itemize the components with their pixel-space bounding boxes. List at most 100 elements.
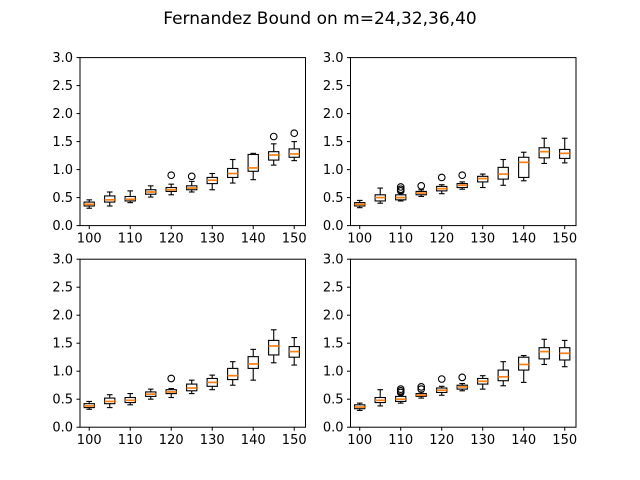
box-145 (538, 338, 550, 366)
y-tick-label: 1.0 (323, 163, 344, 178)
x-tick-label: 110 (388, 433, 413, 448)
x-tick-label: 110 (118, 433, 143, 448)
x-tick-label: 140 (241, 433, 266, 448)
x-tick-label: 120 (429, 433, 454, 448)
y-tick-label: 1.5 (52, 135, 73, 150)
y-tick-label: 3.0 (52, 253, 73, 268)
x-tick-label: 110 (388, 232, 413, 247)
box-105 (104, 191, 116, 207)
box-130 (477, 375, 489, 390)
box-130 (206, 374, 218, 391)
y-tick-label: 2.5 (52, 79, 73, 94)
y-tick-label: 2.0 (52, 107, 73, 122)
x-tick-label: 150 (552, 433, 577, 448)
y-tick-label: 2.5 (323, 281, 344, 296)
figure-title: Fernandez Bound on m=24,32,36,40 (163, 9, 477, 29)
y-tick-label: 1.5 (323, 135, 344, 150)
x-tick-label: 150 (552, 232, 577, 247)
box-105 (104, 394, 116, 409)
x-tick-label: 120 (159, 433, 184, 448)
x-tick-label: 140 (511, 433, 536, 448)
box-150 (288, 337, 300, 366)
box-145 (538, 137, 550, 164)
box-115 (415, 181, 427, 198)
box-135 (227, 158, 239, 184)
y-tick-label: 2.0 (323, 309, 344, 324)
x-tick-label: 100 (77, 433, 102, 448)
x-tick-label: 130 (470, 433, 495, 448)
box-130 (477, 173, 489, 189)
box-120 (436, 173, 448, 195)
box-110 (395, 385, 407, 404)
box-105 (374, 187, 386, 204)
y-tick-label: 1.5 (323, 337, 344, 352)
box-105 (374, 389, 386, 407)
x-tick-label: 120 (159, 232, 184, 247)
box-135 (227, 361, 239, 386)
box-150 (288, 129, 300, 162)
box-100 (354, 199, 366, 209)
y-tick-label: 2.0 (52, 309, 73, 324)
box-110 (124, 393, 136, 406)
y-tick-label: 0.5 (52, 191, 73, 206)
y-tick-label: 0.5 (323, 393, 344, 408)
box-140 (247, 348, 259, 381)
x-tick-label: 100 (77, 232, 102, 247)
box-110 (395, 183, 407, 202)
x-tick-label: 140 (511, 232, 536, 247)
box-100 (83, 199, 95, 209)
x-tick-label: 120 (429, 232, 454, 247)
x-tick-label: 130 (470, 232, 495, 247)
y-tick-label: 1.5 (52, 337, 73, 352)
y-tick-label: 1.0 (323, 365, 344, 380)
y-tick-label: 0.0 (323, 421, 344, 436)
subplot-m32: 0.0 0.5 1.0 1.5 2.0 2.5 3.0 100 110 120 130 140 150 (323, 51, 577, 247)
x-tick-label: 100 (347, 433, 372, 448)
x-tick-label: 110 (118, 232, 143, 247)
x-tick-label: 140 (241, 232, 266, 247)
subplot-m40: 0.0 0.5 1.0 1.5 2.0 2.5 3.0 100 110 120 130 140 150 (323, 253, 577, 449)
box-120 (165, 171, 177, 196)
x-tick-label: 150 (282, 232, 307, 247)
box-140 (247, 152, 259, 181)
box-150 (559, 339, 571, 368)
box-120 (436, 375, 448, 396)
y-tick-label: 0.5 (52, 393, 73, 408)
box-115 (145, 185, 157, 198)
box-140 (518, 354, 530, 383)
box-125 (456, 373, 468, 392)
subplot-m24: 0.0 0.5 1.0 1.5 2.0 2.5 3.0 100 110 120 130 140 150 (52, 51, 306, 247)
y-tick-label: 3.0 (323, 253, 344, 268)
box-125 (186, 379, 198, 395)
y-tick-label: 0.5 (323, 191, 344, 206)
box-100 (354, 402, 366, 411)
y-tick-label: 2.0 (323, 107, 344, 122)
y-tick-label: 3.0 (323, 51, 344, 66)
box-145 (268, 132, 280, 166)
y-tick-label: 0.0 (52, 421, 73, 436)
y-tick-label: 0.0 (52, 219, 73, 234)
box-110 (124, 190, 136, 204)
y-tick-label: 3.0 (52, 51, 73, 66)
box-135 (497, 361, 509, 387)
box-135 (497, 158, 509, 186)
box-150 (559, 137, 571, 164)
box-145 (268, 329, 280, 364)
x-tick-label: 150 (282, 433, 307, 448)
y-tick-label: 2.5 (52, 281, 73, 296)
y-tick-label: 0.0 (323, 219, 344, 234)
box-115 (145, 388, 157, 400)
box-125 (186, 172, 198, 193)
box-130 (206, 172, 218, 191)
box-115 (415, 383, 427, 399)
x-tick-label: 130 (200, 433, 225, 448)
subplot-m36: 0.0 0.5 1.0 1.5 2.0 2.5 3.0 100 110 120 130 140 150 (52, 253, 306, 449)
y-tick-label: 1.0 (52, 163, 73, 178)
x-tick-label: 130 (200, 232, 225, 247)
y-tick-label: 1.0 (52, 365, 73, 380)
box-125 (456, 171, 468, 190)
box-120 (165, 374, 177, 399)
x-tick-label: 100 (347, 232, 372, 247)
